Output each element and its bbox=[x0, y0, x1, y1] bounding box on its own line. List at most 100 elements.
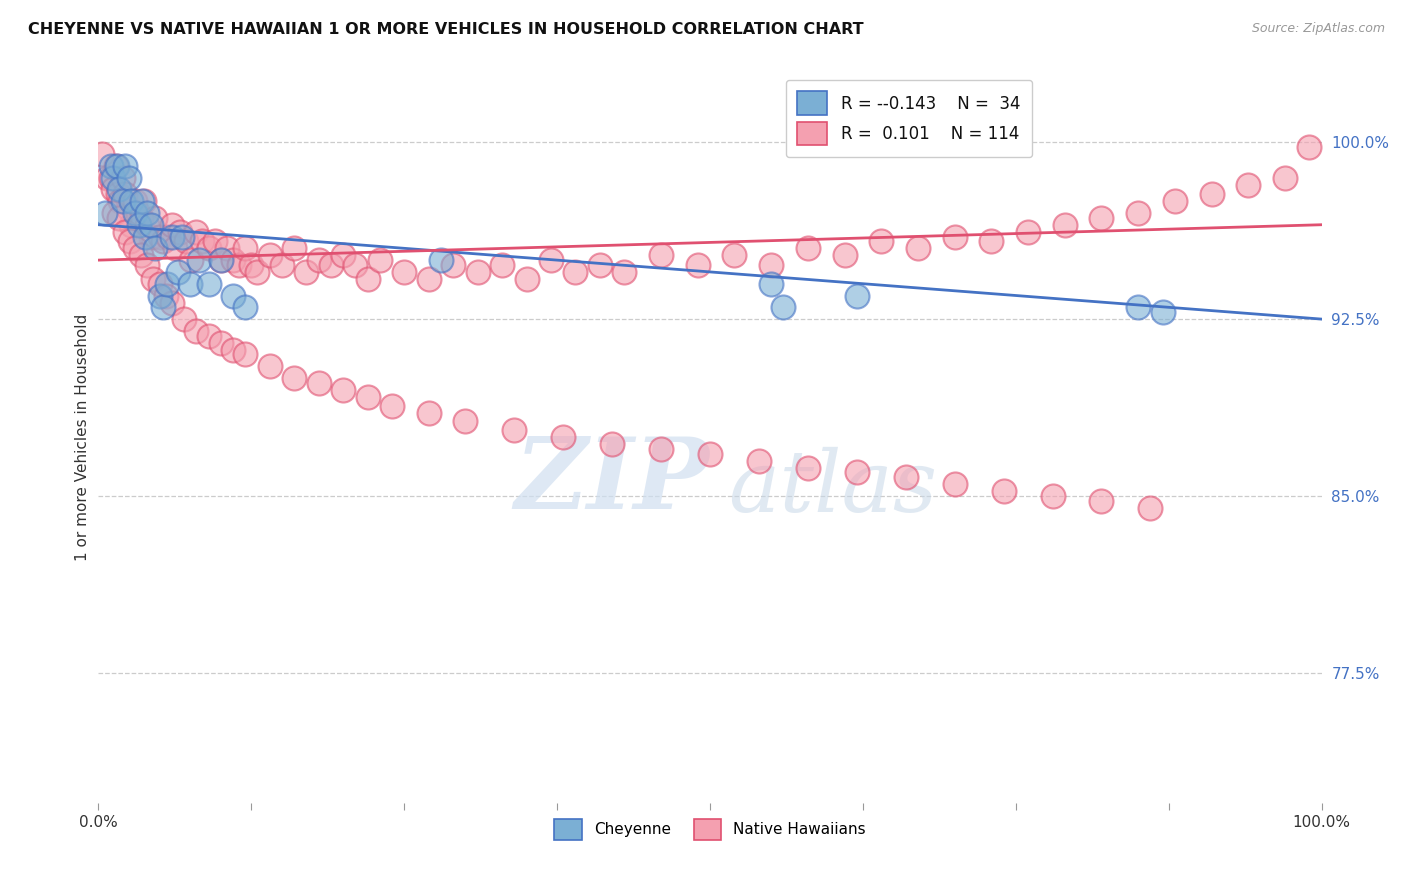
Point bbox=[834, 248, 856, 262]
Point bbox=[134, 229, 156, 244]
Point bbox=[191, 234, 214, 248]
Point bbox=[136, 258, 159, 272]
Point bbox=[699, 447, 721, 461]
Point bbox=[100, 170, 122, 185]
Point bbox=[118, 170, 141, 185]
Point bbox=[233, 241, 256, 255]
Point bbox=[105, 159, 128, 173]
Point bbox=[1128, 301, 1150, 315]
Point bbox=[170, 229, 193, 244]
Point bbox=[136, 206, 159, 220]
Point bbox=[392, 265, 416, 279]
Point bbox=[111, 194, 134, 208]
Point bbox=[222, 253, 245, 268]
Point bbox=[600, 437, 623, 451]
Point bbox=[454, 413, 477, 427]
Point bbox=[540, 253, 562, 268]
Point bbox=[308, 253, 330, 268]
Point bbox=[418, 407, 440, 421]
Point bbox=[1053, 218, 1076, 232]
Point bbox=[155, 288, 177, 302]
Point bbox=[139, 218, 162, 232]
Point bbox=[91, 147, 114, 161]
Point bbox=[124, 206, 146, 220]
Point bbox=[139, 229, 162, 244]
Text: CHEYENNE VS NATIVE HAWAIIAN 1 OR MORE VEHICLES IN HOUSEHOLD CORRELATION CHART: CHEYENNE VS NATIVE HAWAIIAN 1 OR MORE VE… bbox=[28, 22, 863, 37]
Point bbox=[845, 466, 868, 480]
Point bbox=[319, 258, 342, 272]
Point bbox=[149, 288, 172, 302]
Y-axis label: 1 or more Vehicles in Household: 1 or more Vehicles in Household bbox=[75, 313, 90, 561]
Point bbox=[993, 484, 1015, 499]
Point bbox=[132, 194, 155, 208]
Point bbox=[129, 211, 152, 225]
Point bbox=[131, 194, 153, 208]
Point bbox=[1128, 206, 1150, 220]
Point bbox=[128, 218, 150, 232]
Point bbox=[1090, 493, 1112, 508]
Point bbox=[96, 170, 118, 185]
Point bbox=[1201, 187, 1223, 202]
Point bbox=[187, 253, 209, 268]
Point bbox=[418, 272, 440, 286]
Point bbox=[503, 423, 526, 437]
Point bbox=[1139, 500, 1161, 515]
Point bbox=[761, 277, 783, 291]
Point bbox=[222, 343, 245, 357]
Point bbox=[1152, 305, 1174, 319]
Point bbox=[93, 206, 115, 220]
Point bbox=[894, 470, 917, 484]
Point bbox=[120, 234, 142, 248]
Point bbox=[381, 400, 404, 414]
Point bbox=[368, 253, 391, 268]
Point bbox=[101, 170, 124, 185]
Point bbox=[240, 258, 263, 272]
Point bbox=[160, 218, 183, 232]
Point bbox=[1090, 211, 1112, 225]
Point bbox=[107, 187, 129, 202]
Point bbox=[515, 272, 537, 286]
Point bbox=[114, 187, 136, 202]
Point bbox=[209, 253, 232, 268]
Point bbox=[197, 328, 219, 343]
Point bbox=[761, 258, 783, 272]
Point bbox=[136, 218, 159, 232]
Point bbox=[797, 241, 820, 255]
Point bbox=[356, 390, 378, 404]
Point bbox=[186, 324, 208, 338]
Point bbox=[797, 460, 820, 475]
Point bbox=[772, 301, 794, 315]
Point bbox=[1042, 489, 1064, 503]
Point bbox=[467, 265, 489, 279]
Point bbox=[589, 258, 612, 272]
Point bbox=[564, 265, 586, 279]
Point bbox=[943, 229, 966, 244]
Point bbox=[613, 265, 636, 279]
Point bbox=[204, 234, 226, 248]
Point bbox=[180, 253, 202, 268]
Text: Source: ZipAtlas.com: Source: ZipAtlas.com bbox=[1251, 22, 1385, 36]
Point bbox=[120, 194, 142, 208]
Point bbox=[169, 225, 191, 239]
Point bbox=[209, 253, 232, 268]
Point bbox=[553, 430, 575, 444]
Point bbox=[650, 442, 672, 456]
Point bbox=[101, 182, 124, 196]
Text: ZIP: ZIP bbox=[515, 433, 710, 529]
Point bbox=[160, 295, 183, 310]
Point bbox=[1017, 225, 1039, 239]
Point bbox=[124, 241, 146, 255]
Point bbox=[167, 265, 190, 279]
Point bbox=[332, 383, 354, 397]
Point bbox=[209, 335, 232, 350]
Point bbox=[686, 258, 709, 272]
Point bbox=[152, 301, 174, 315]
Point bbox=[1164, 194, 1187, 208]
Legend: Cheyenne, Native Hawaiians: Cheyenne, Native Hawaiians bbox=[548, 813, 872, 847]
Point bbox=[259, 248, 281, 262]
Point bbox=[149, 277, 172, 291]
Point bbox=[143, 211, 166, 225]
Point bbox=[176, 234, 198, 248]
Point bbox=[160, 229, 183, 244]
Point bbox=[152, 234, 174, 248]
